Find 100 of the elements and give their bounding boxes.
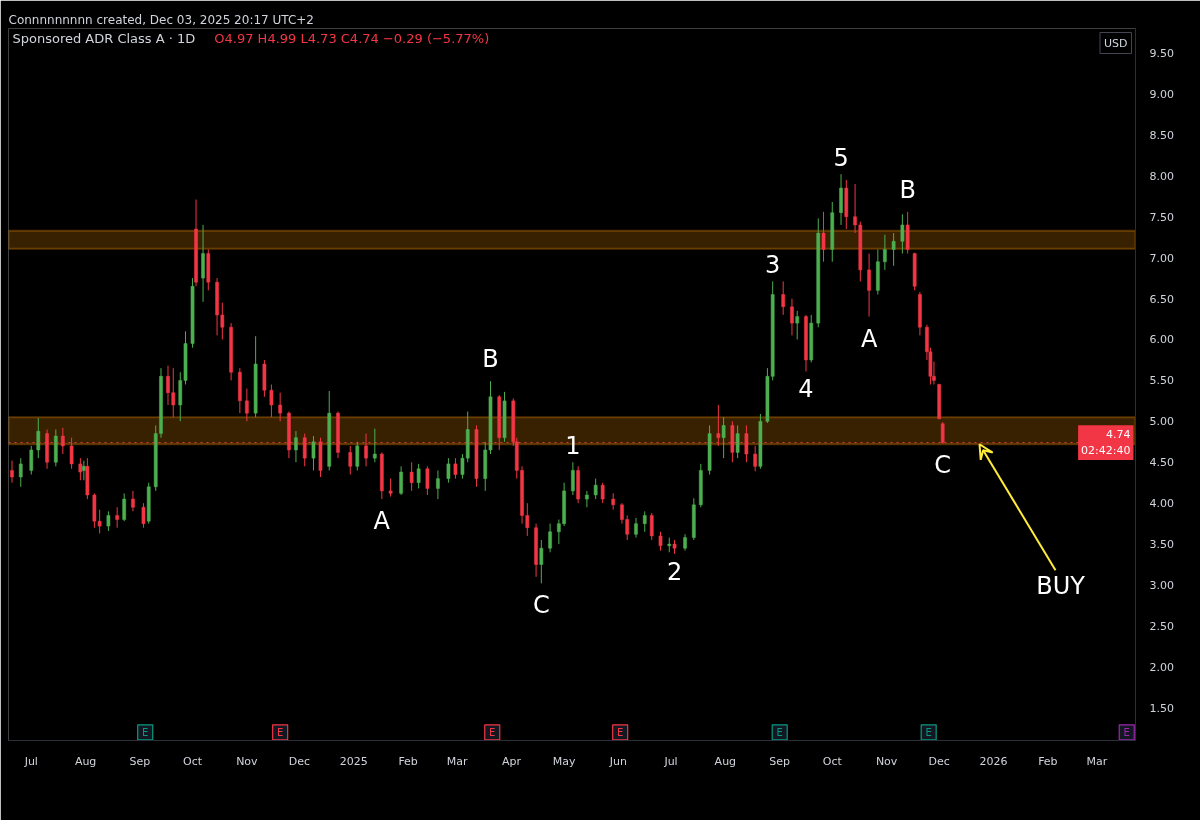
candlestick xyxy=(245,388,249,422)
data-label: E xyxy=(142,726,149,738)
x-tick-label: Nov xyxy=(875,754,898,768)
y-axis-title: USD xyxy=(1104,36,1128,50)
y-tick-label: 9.50 xyxy=(1149,47,1174,61)
y-tick-label: 5.50 xyxy=(1149,374,1174,388)
y-tick-label: 5.00 xyxy=(1149,415,1174,429)
candlestick xyxy=(416,463,421,489)
candlestick xyxy=(753,445,757,472)
candlestick xyxy=(10,460,14,484)
data-label: E xyxy=(617,726,624,738)
x-tick-label: Jun xyxy=(608,754,628,768)
annotation: B xyxy=(482,345,499,374)
x-tick-label: Feb xyxy=(398,754,418,768)
annotation: 1 xyxy=(565,432,581,461)
candlestick xyxy=(122,492,127,522)
candlestick xyxy=(78,457,83,481)
candlestick xyxy=(106,510,111,532)
candlestick xyxy=(658,531,663,552)
annotation: C xyxy=(532,591,550,620)
annotation: 2 xyxy=(666,557,683,586)
x-tick-label: Sep xyxy=(769,754,791,768)
annotation: A xyxy=(860,324,878,353)
candlestick xyxy=(115,506,119,529)
candlestick xyxy=(36,417,41,459)
y-tick-label: 3.50 xyxy=(1149,538,1174,552)
candlestick xyxy=(388,478,393,498)
data-label: E xyxy=(1123,726,1130,738)
ref-line-label: 4.74 02:42:40 xyxy=(1081,428,1131,457)
candlestick xyxy=(790,298,794,336)
candlestick xyxy=(29,445,34,476)
candlestick xyxy=(425,465,430,496)
annotation: B xyxy=(899,175,916,204)
x-tick-label: Mar xyxy=(446,754,469,768)
x-tick-label: Aug xyxy=(714,754,737,768)
candlestick xyxy=(372,428,377,463)
y-tick-label: 8.50 xyxy=(1149,128,1174,142)
annotation: A xyxy=(373,507,391,536)
x-tick-label: 2025 xyxy=(339,754,368,768)
y-tick-label: 9.00 xyxy=(1149,87,1174,101)
candlestick xyxy=(634,517,638,539)
x-tick-label: Aug xyxy=(74,754,97,768)
candlestick xyxy=(294,430,298,463)
candlestick xyxy=(131,490,135,512)
annotation: C xyxy=(934,451,952,480)
candlestick xyxy=(891,232,896,267)
y-tick-label: 8.00 xyxy=(1149,169,1174,183)
annotation: 3 xyxy=(765,251,781,280)
x-tick-label: Mar xyxy=(1086,754,1108,768)
candlestick xyxy=(278,392,282,422)
y-tick-label: 7.00 xyxy=(1149,251,1174,265)
candlestick xyxy=(900,213,905,255)
annotation: BUY xyxy=(1036,572,1086,601)
x-tick-label: Feb xyxy=(1038,754,1058,768)
candlestick xyxy=(539,539,544,584)
candlestick xyxy=(348,445,353,476)
candlestick xyxy=(141,502,146,529)
candlestick xyxy=(795,310,800,340)
data-label: E xyxy=(489,726,496,738)
candlestick xyxy=(18,457,23,488)
candlestick xyxy=(453,457,458,480)
candlestick xyxy=(269,384,274,418)
y-tick-label: 2.50 xyxy=(1149,619,1174,633)
candlestick xyxy=(311,435,316,471)
candlestick xyxy=(446,457,451,484)
x-tick-label: Jul xyxy=(663,754,678,768)
y-tick-label: 2.00 xyxy=(1149,660,1174,674)
data-label: E xyxy=(277,726,284,738)
candlestick xyxy=(642,510,647,533)
x-tick-label: Oct xyxy=(183,754,203,768)
candlestick xyxy=(883,234,887,271)
x-tick-label: Oct xyxy=(822,754,843,768)
x-tick-label: Nov xyxy=(236,754,259,768)
candlestick xyxy=(821,211,826,263)
data-label: E xyxy=(925,726,932,738)
y-tick-label: 7.50 xyxy=(1149,210,1174,224)
x-tick-label: Dec xyxy=(928,754,950,768)
annotation: 4 xyxy=(798,375,814,404)
chart-title: Sponsored ADR Class A · 1D xyxy=(12,31,196,46)
candlestick xyxy=(585,490,589,508)
candlestick xyxy=(409,461,414,492)
y-tick-label: 3.00 xyxy=(1149,579,1174,593)
y-tick-label: 4.00 xyxy=(1149,497,1174,511)
candlestick xyxy=(781,280,786,316)
x-tick-label: May xyxy=(552,754,576,768)
y-tick-label: 1.50 xyxy=(1149,701,1174,715)
data-label: E xyxy=(776,726,783,738)
y-tick-label: 4.50 xyxy=(1149,456,1174,470)
x-tick-label: Sep xyxy=(129,754,151,768)
annotation: 5 xyxy=(833,144,849,173)
candlestick xyxy=(649,512,654,541)
candlestick xyxy=(571,461,575,496)
candlestick xyxy=(548,523,552,553)
x-tick-label: 2026 xyxy=(979,754,1008,768)
y-tick-label: 6.00 xyxy=(1149,333,1174,347)
candlestick xyxy=(735,424,740,459)
x-tick-label: Dec xyxy=(288,754,311,768)
x-tick-label: Jul xyxy=(23,754,38,768)
candlestick xyxy=(600,482,605,504)
candlestick xyxy=(593,478,598,500)
